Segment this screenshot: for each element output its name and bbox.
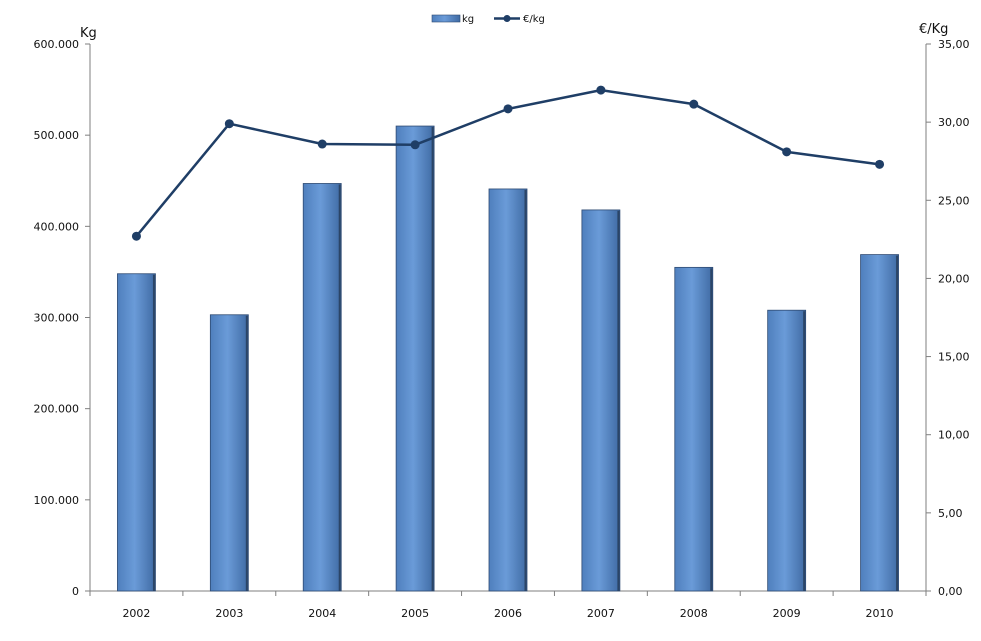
x-tick-label: 2010 [866,607,894,620]
legend-label-kg: kg [462,14,474,25]
y-right-tick-label: 30,00 [938,116,970,129]
y-left-tick-label: 300.000 [34,312,80,325]
legend: kg €/kg [431,14,545,25]
line-point [317,139,327,149]
y-right-tick-label: 15,00 [938,351,970,364]
y-right-tick-label: 35,00 [938,38,970,51]
legend-marker-eur-per-kg [503,15,511,22]
x-tick-label: 2004 [308,607,336,620]
y-left-tick-label: 400.000 [34,220,80,233]
legend-label-eur-per-kg: €/kg [523,14,545,25]
y-right-tick-label: 20,00 [938,272,970,285]
line-point [875,159,885,169]
bar [674,266,714,592]
y-left-tick-label: 200.000 [34,403,80,416]
line-series-eur-per-kg [131,85,885,241]
x-tick-label: 2005 [401,607,429,620]
y-right-tick-label: 5,00 [938,507,963,520]
bar [860,254,899,592]
line-point [782,147,792,157]
bar [209,314,249,592]
bar [581,209,621,592]
x-tick-label: 2009 [773,607,801,620]
x-tick-label: 2003 [215,607,243,620]
x-tick-label: 2008 [680,607,708,620]
legend-swatch-kg [431,14,461,23]
bar [302,183,342,592]
bar-series-kg [117,125,899,592]
y-right-tick-label: 10,00 [938,429,970,442]
line-point [131,231,141,241]
y-left-tick-label: 0 [72,585,79,598]
line-point [596,85,606,95]
y-left-tick-label: 100.000 [34,494,80,507]
y-axis-left-title: Kg [80,26,97,41]
y-left-tick-label: 600.000 [34,38,80,51]
y-axis-right-title: €/Kg [919,22,948,37]
line-point [689,99,699,109]
tick-labels: 0 100.000 200.000 300.000 400.000 500.000 600.… [34,38,970,620]
x-tick-label: 2006 [494,607,522,620]
line-point [224,119,234,129]
y-left-tick-label: 500.000 [34,129,80,142]
bar [488,188,528,592]
bar [395,125,435,592]
line-point [410,140,420,150]
x-tick-label: 2007 [587,607,615,620]
x-tick-label: 2002 [122,607,150,620]
y-right-tick-label: 25,00 [938,194,970,207]
y-right-tick-label: 0,00 [938,585,963,598]
bar [767,309,807,592]
bar [117,273,156,592]
line-point [503,104,513,114]
